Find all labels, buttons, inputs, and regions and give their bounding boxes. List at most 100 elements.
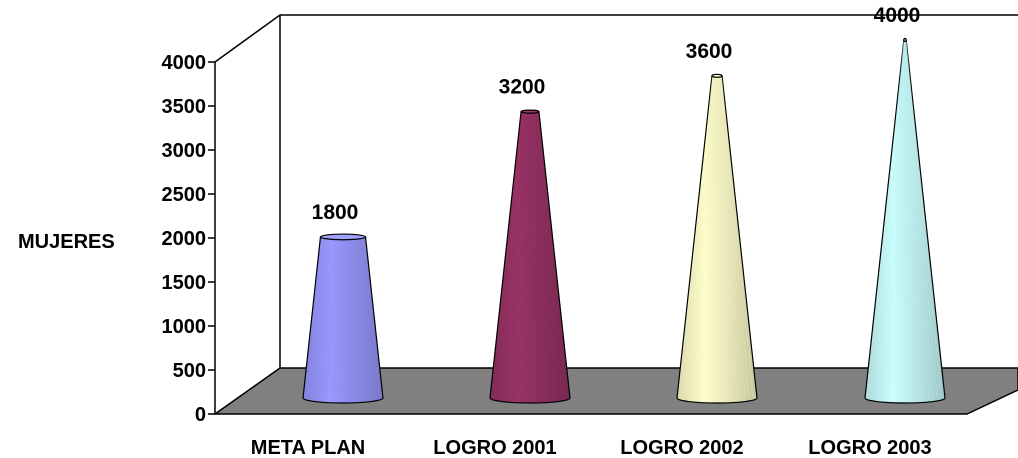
cone-series: [302, 37, 946, 404]
y-axis: 0 500 1000 1500 2000 2500 3000 3500 4000: [162, 52, 216, 426]
cone-rib: [688, 75, 714, 399]
cone-rib: [353, 236, 364, 399]
cone-rib: [904, 39, 910, 399]
cone-rib: [905, 39, 930, 399]
cone-rib: [900, 39, 906, 399]
floor-plane: [212, 367, 1018, 415]
cone-rib: [314, 236, 328, 399]
x-category-label: LOGRO 2001: [433, 437, 556, 458]
cone-rib: [721, 75, 754, 399]
cone-top-cap: [903, 37, 907, 43]
cone-rib: [720, 75, 746, 399]
cone-rib: [692, 75, 715, 399]
cone-rib: [351, 236, 360, 399]
cone-rib: [501, 111, 525, 399]
cone-rib: [347, 236, 352, 399]
cone-rib: [310, 236, 326, 399]
cone-rib: [338, 236, 342, 399]
cone-top-cap: [520, 109, 540, 114]
cone-rib: [719, 75, 738, 399]
y-tick-label: 0: [195, 404, 206, 426]
cone-rib: [884, 39, 905, 399]
y-tick-label: 500: [173, 360, 206, 382]
y-tick-label: 2500: [162, 184, 207, 206]
cone-rib: [344, 236, 348, 399]
cone-rib: [708, 75, 717, 399]
cone-rib: [358, 236, 372, 399]
cone-rib: [684, 75, 714, 399]
cone-rib: [505, 111, 525, 399]
cone-rib: [872, 39, 905, 399]
cone-rib: [535, 111, 555, 399]
cone-rib: [322, 236, 333, 399]
y-tick-label: 3500: [162, 96, 207, 118]
cone-rib: [530, 111, 535, 399]
cone-rib: [905, 39, 938, 399]
cone-rib: [334, 236, 339, 399]
cone-rib: [356, 236, 368, 399]
x-category-label: META PLAN: [251, 437, 365, 458]
cone-top-cap: [319, 233, 367, 241]
cone-rib: [888, 39, 905, 399]
data-labels: 1800 3200 3600 4000: [312, 4, 921, 224]
cone-rib: [892, 39, 905, 399]
chart-floor: [212, 367, 1018, 415]
data-label: 4000: [874, 4, 921, 27]
cone-rib: [537, 111, 567, 399]
data-label: 3200: [499, 76, 546, 99]
cone-rib: [712, 75, 717, 399]
y-tick-label: 4000: [162, 52, 207, 74]
cone-rib: [517, 111, 528, 399]
cone-rib: [536, 111, 563, 399]
cone-rib: [680, 75, 713, 399]
cone-rib: [905, 39, 918, 399]
cone-rib: [896, 39, 906, 399]
chart-frame: [214, 14, 1018, 368]
cone-rib: [720, 75, 750, 399]
cone-rib: [525, 111, 530, 399]
cone-top-cap: [711, 73, 723, 78]
data-label: 3600: [686, 40, 733, 63]
cone-rib: [905, 39, 922, 399]
cone-rib: [532, 111, 543, 399]
cone-rib: [326, 236, 335, 399]
cone-rib: [905, 39, 942, 399]
x-axis-categories: META PLAN LOGRO 2001 LOGRO 2002 LOGRO 2003: [251, 437, 932, 458]
cone-rib: [719, 75, 742, 399]
cone-rib: [360, 236, 376, 399]
cone-rib: [696, 75, 715, 399]
cone-rib: [349, 236, 356, 399]
cone-rib: [493, 111, 523, 399]
y-tick-label: 3000: [162, 140, 207, 162]
cone-rib: [905, 39, 926, 399]
cone-rib: [535, 111, 559, 399]
cone-rib: [531, 111, 539, 399]
x-category-label: LOGRO 2002: [620, 437, 743, 458]
cone-rib: [704, 75, 716, 399]
cone-rib: [362, 236, 380, 399]
cone-rib: [717, 75, 722, 399]
cone-rib: [717, 75, 726, 399]
cone-rib: [318, 236, 330, 399]
y-tick-label: 1000: [162, 316, 207, 338]
cone-rib: [509, 111, 526, 399]
cone-rib: [497, 111, 524, 399]
y-axis-title: MUJERES: [18, 231, 115, 253]
cone-rib: [904, 39, 914, 399]
cone-rib: [876, 39, 905, 399]
y-tick-label: 1500: [162, 272, 207, 294]
cone-rib: [868, 39, 905, 399]
cone-rib: [880, 39, 905, 399]
data-label: 1800: [312, 201, 359, 224]
cone-rib: [330, 236, 337, 399]
cone-rib: [700, 75, 716, 399]
cone-rib: [306, 236, 324, 399]
cone-rib: [521, 111, 529, 399]
y-tick-label: 2000: [162, 228, 207, 250]
cone-rib: [534, 111, 551, 399]
cone-rib: [718, 75, 730, 399]
cone-rib: [533, 111, 547, 399]
cone-rib: [718, 75, 734, 399]
cone-rib: [905, 39, 934, 399]
